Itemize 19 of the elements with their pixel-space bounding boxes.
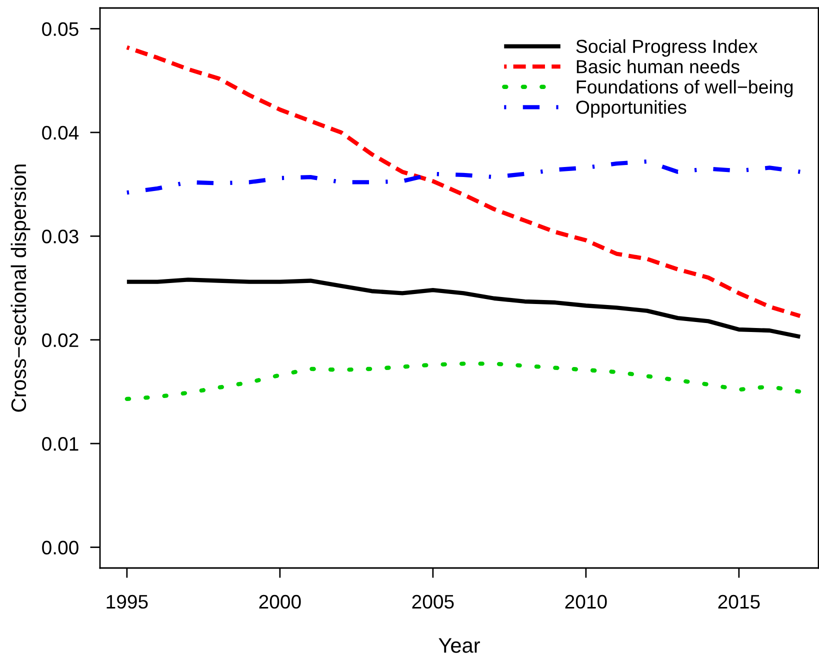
y-tick-label: 0.05 <box>42 22 78 36</box>
y-tick-label: 0.00 <box>42 540 78 554</box>
legend-label: Basic human needs <box>576 60 740 74</box>
x-tick-label: 1995 <box>106 594 148 609</box>
y-axis-title: Cross−sectional dispersion <box>10 164 30 412</box>
x-tick-label: 2000 <box>259 594 301 609</box>
x-tick-label: 2005 <box>412 594 454 609</box>
y-tick-label: 0.03 <box>42 230 78 244</box>
legend-label: Opportunities <box>576 100 686 118</box>
x-axis-title: Year <box>438 638 480 653</box>
legend-label: Social Progress Index <box>576 39 758 57</box>
line-series <box>124 278 802 339</box>
y-tick-label: 0.04 <box>42 126 79 140</box>
legend-label: Foundations of well−being <box>576 80 793 98</box>
y-tick-label: 0.01 <box>42 437 78 451</box>
x-tick-label: 2015 <box>718 594 760 609</box>
x-tick-label: 2010 <box>565 594 607 609</box>
y-tick-label: 0.02 <box>42 333 78 348</box>
line-series <box>124 362 802 402</box>
